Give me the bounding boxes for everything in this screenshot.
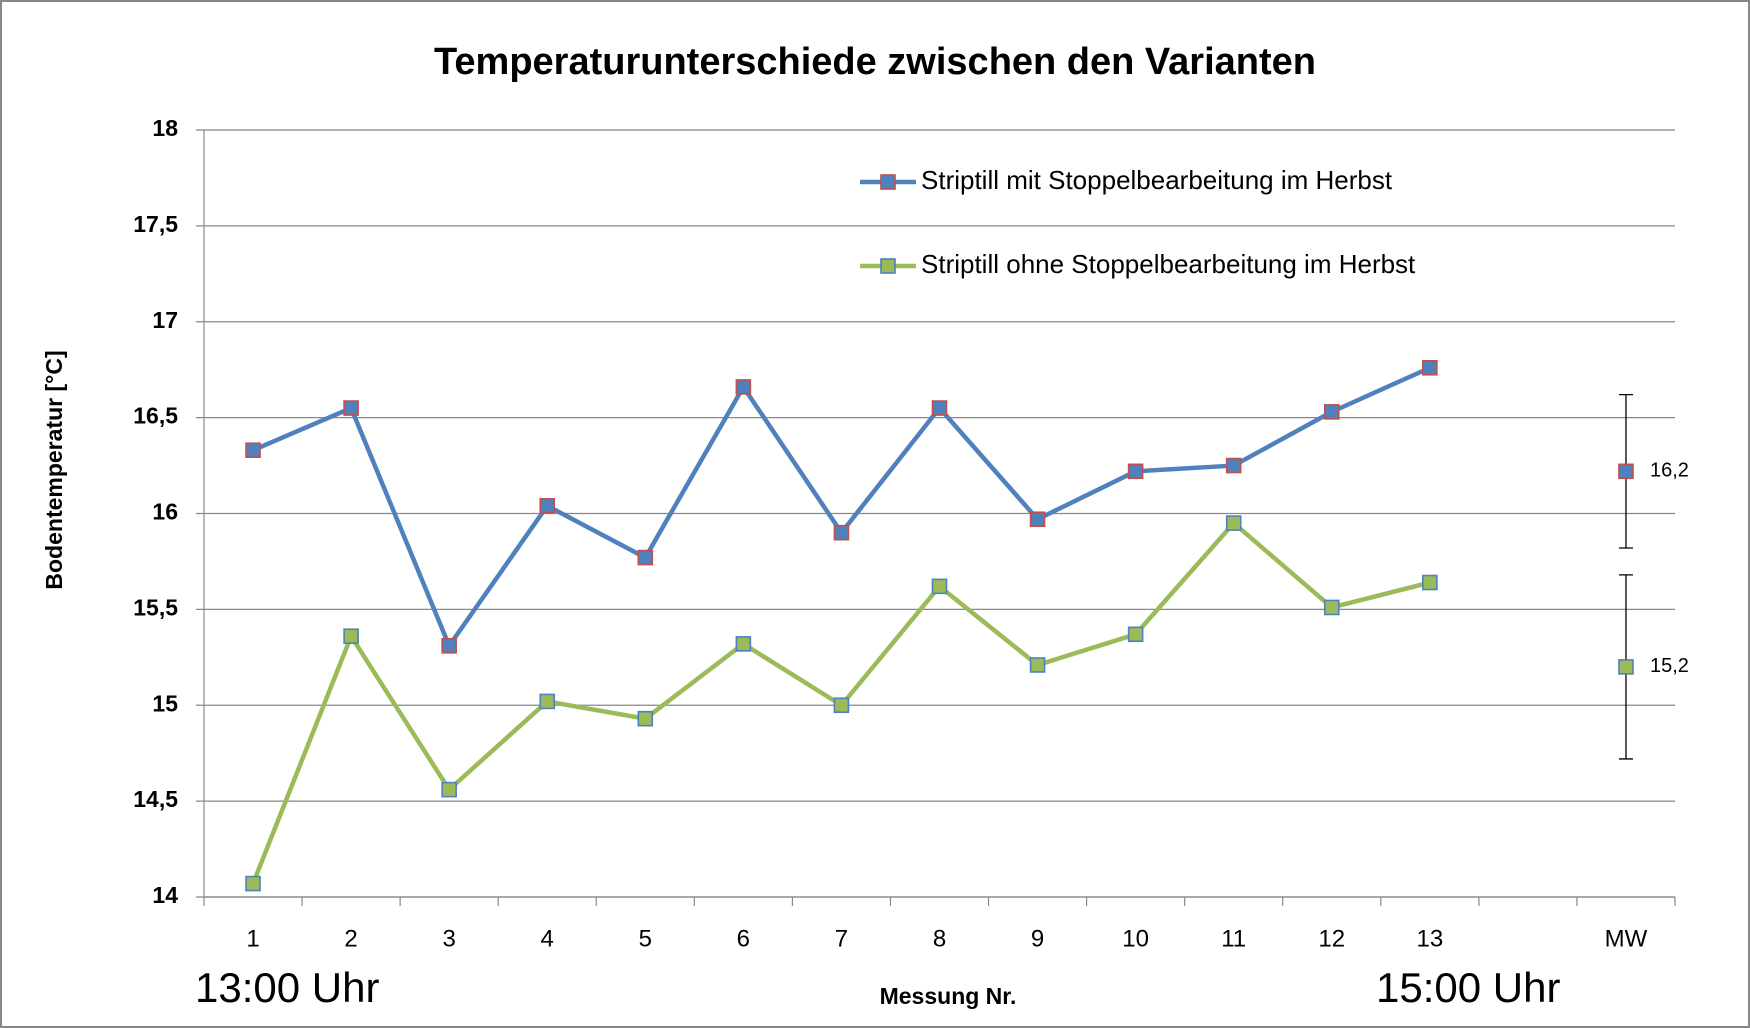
y-axis-label: Bodentemperatur [°C] [41,350,67,589]
marker [1323,599,1340,616]
x-tick-label: 12 [1318,925,1345,952]
marker [245,875,261,892]
marker [1422,359,1438,376]
x-tick-label: 1 [246,925,259,952]
legend-marker [880,258,896,274]
y-tick-label: 18 [152,115,178,141]
marker [343,628,359,645]
x-tick-label: 3 [442,925,455,952]
x-tick-label: 10 [1122,925,1149,952]
marker [833,524,850,541]
x-tick-label: 8 [933,925,946,952]
x-tick-label: 13 [1416,925,1443,952]
marker [1225,457,1242,474]
marker [735,379,752,395]
marker [1127,626,1144,643]
marker [735,636,752,652]
marker [245,442,261,459]
x-tick-label: 6 [737,925,750,952]
marker [1422,574,1438,591]
marker [539,498,556,514]
x-tick-label: 5 [639,925,652,952]
y-tick-label: 17 [152,307,178,333]
chart-title: Temperaturunterschiede zwischen den Vari… [434,41,1316,83]
marker [1618,463,1634,480]
y-tick-label: 14 [152,882,178,908]
marker [637,710,654,727]
x-tick-label: 4 [541,925,554,952]
x-tick-label: 2 [344,925,357,952]
marker [637,549,654,566]
x-axis-label: Messung Nr. [880,983,1017,1009]
marker [539,693,556,710]
legend-marker [880,174,896,190]
x-tick-label: MW [1605,925,1648,952]
marker [343,400,359,416]
x-tick-label: 11 [1221,925,1246,952]
marker [1618,659,1634,675]
y-tick-label: 16,5 [133,403,178,429]
marker [931,400,948,416]
y-tick-label: 15,5 [133,594,178,620]
legend-label: Striptill ohne Stoppelbearbeitung im Her… [921,249,1416,279]
marker [1127,463,1144,480]
y-tick-label: 14,5 [133,786,178,812]
data-label: 16,2 [1650,460,1689,482]
marker [441,781,457,798]
marker [1225,515,1242,531]
marker [1323,404,1340,420]
y-tick-label: 15 [152,690,178,716]
marker [931,578,948,595]
y-tick-label: 17,5 [133,211,178,237]
marker [1029,657,1046,673]
y-tick-label: 16 [152,499,178,525]
marker [1029,511,1046,528]
marker [833,697,850,714]
x-tick-label: 9 [1031,925,1044,952]
annotation: 15:00 Uhr [1376,964,1560,1011]
x-tick-label: 7 [835,925,848,952]
marker [441,638,457,654]
legend-label: Striptill mit Stoppelbearbeitung im Herb… [921,165,1393,195]
data-label: 15,2 [1650,655,1689,677]
annotation: 13:00 Uhr [195,964,379,1011]
